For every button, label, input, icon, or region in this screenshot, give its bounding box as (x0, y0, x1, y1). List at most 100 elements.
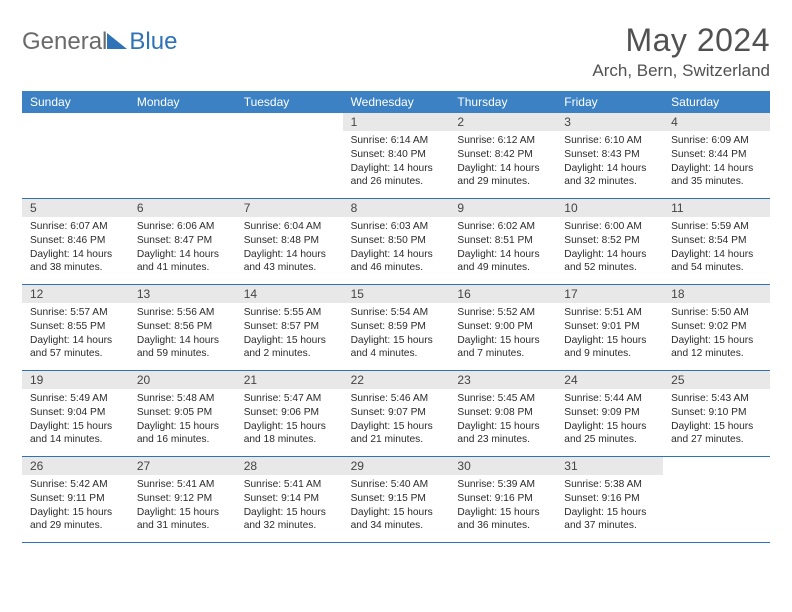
day-cell: 30Sunrise: 5:39 AMSunset: 9:16 PMDayligh… (449, 457, 556, 542)
day-line: Sunrise: 5:56 AM (137, 306, 228, 320)
day-line: Daylight: 15 hours and 25 minutes. (564, 420, 655, 448)
day-cell: 20Sunrise: 5:48 AMSunset: 9:05 PMDayligh… (129, 371, 236, 456)
day-number: 10 (556, 199, 663, 217)
day-line: Sunrise: 5:41 AM (244, 478, 335, 492)
day-line: Sunset: 8:47 PM (137, 234, 228, 248)
day-content: Sunrise: 6:14 AMSunset: 8:40 PMDaylight:… (343, 131, 450, 195)
day-content: Sunrise: 5:54 AMSunset: 8:59 PMDaylight:… (343, 303, 450, 367)
day-line: Sunrise: 5:55 AM (244, 306, 335, 320)
day-cell: 8Sunrise: 6:03 AMSunset: 8:50 PMDaylight… (343, 199, 450, 284)
day-line: Sunrise: 5:48 AM (137, 392, 228, 406)
day-line: Daylight: 15 hours and 18 minutes. (244, 420, 335, 448)
week-row: 12Sunrise: 5:57 AMSunset: 8:55 PMDayligh… (22, 285, 770, 371)
day-line: Sunrise: 5:38 AM (564, 478, 655, 492)
day-cell: 26Sunrise: 5:42 AMSunset: 9:11 PMDayligh… (22, 457, 129, 542)
day-number: 29 (343, 457, 450, 475)
day-cell: 1Sunrise: 6:14 AMSunset: 8:40 PMDaylight… (343, 113, 450, 198)
day-line: Sunrise: 6:02 AM (457, 220, 548, 234)
day-line: Sunrise: 5:49 AM (30, 392, 121, 406)
day-line: Sunset: 9:06 PM (244, 406, 335, 420)
day-line: Sunset: 8:46 PM (30, 234, 121, 248)
day-line: Daylight: 14 hours and 26 minutes. (351, 162, 442, 190)
day-line: Sunset: 9:00 PM (457, 320, 548, 334)
day-line: Sunset: 8:42 PM (457, 148, 548, 162)
day-line: Daylight: 14 hours and 49 minutes. (457, 248, 548, 276)
day-line: Sunset: 8:48 PM (244, 234, 335, 248)
day-content: Sunrise: 5:42 AMSunset: 9:11 PMDaylight:… (22, 475, 129, 539)
day-cell: 3Sunrise: 6:10 AMSunset: 8:43 PMDaylight… (556, 113, 663, 198)
day-content: Sunrise: 6:00 AMSunset: 8:52 PMDaylight:… (556, 217, 663, 281)
day-line: Sunset: 9:09 PM (564, 406, 655, 420)
day-line: Daylight: 15 hours and 36 minutes. (457, 506, 548, 534)
day-cell (663, 457, 770, 542)
day-line: Daylight: 14 hours and 43 minutes. (244, 248, 335, 276)
day-cell: 4Sunrise: 6:09 AMSunset: 8:44 PMDaylight… (663, 113, 770, 198)
day-line: Daylight: 14 hours and 32 minutes. (564, 162, 655, 190)
day-line: Daylight: 15 hours and 27 minutes. (671, 420, 762, 448)
day-number: 5 (22, 199, 129, 217)
day-line: Sunset: 9:07 PM (351, 406, 442, 420)
day-line: Daylight: 14 hours and 35 minutes. (671, 162, 762, 190)
location: Arch, Bern, Switzerland (592, 61, 770, 81)
day-cell: 14Sunrise: 5:55 AMSunset: 8:57 PMDayligh… (236, 285, 343, 370)
day-line: Sunset: 9:15 PM (351, 492, 442, 506)
day-line: Sunset: 8:55 PM (30, 320, 121, 334)
day-content: Sunrise: 5:50 AMSunset: 9:02 PMDaylight:… (663, 303, 770, 367)
day-line: Sunset: 9:08 PM (457, 406, 548, 420)
day-header: Thursday (449, 91, 556, 113)
day-content: Sunrise: 6:07 AMSunset: 8:46 PMDaylight:… (22, 217, 129, 281)
day-number: 23 (449, 371, 556, 389)
day-line: Daylight: 15 hours and 31 minutes. (137, 506, 228, 534)
day-line: Daylight: 15 hours and 14 minutes. (30, 420, 121, 448)
day-content: Sunrise: 5:40 AMSunset: 9:15 PMDaylight:… (343, 475, 450, 539)
day-line: Sunset: 8:52 PM (564, 234, 655, 248)
day-cell: 19Sunrise: 5:49 AMSunset: 9:04 PMDayligh… (22, 371, 129, 456)
day-cell: 6Sunrise: 6:06 AMSunset: 8:47 PMDaylight… (129, 199, 236, 284)
day-number: 22 (343, 371, 450, 389)
day-number: 27 (129, 457, 236, 475)
day-line: Sunrise: 5:46 AM (351, 392, 442, 406)
day-line: Daylight: 14 hours and 52 minutes. (564, 248, 655, 276)
day-line: Daylight: 14 hours and 57 minutes. (30, 334, 121, 362)
day-content: Sunrise: 5:45 AMSunset: 9:08 PMDaylight:… (449, 389, 556, 453)
day-cell: 11Sunrise: 5:59 AMSunset: 8:54 PMDayligh… (663, 199, 770, 284)
day-content: Sunrise: 5:44 AMSunset: 9:09 PMDaylight:… (556, 389, 663, 453)
day-line: Sunset: 9:02 PM (671, 320, 762, 334)
day-line: Sunrise: 6:06 AM (137, 220, 228, 234)
day-cell (22, 113, 129, 198)
day-cell: 25Sunrise: 5:43 AMSunset: 9:10 PMDayligh… (663, 371, 770, 456)
logo-text-blue: Blue (129, 28, 177, 56)
day-number: 24 (556, 371, 663, 389)
header: General Blue May 2024 Arch, Bern, Switze… (22, 22, 770, 81)
day-header: Wednesday (343, 91, 450, 113)
day-number: 11 (663, 199, 770, 217)
day-line: Sunset: 8:43 PM (564, 148, 655, 162)
day-line: Daylight: 14 hours and 38 minutes. (30, 248, 121, 276)
day-number: 1 (343, 113, 450, 131)
day-line: Sunrise: 5:40 AM (351, 478, 442, 492)
day-content: Sunrise: 5:55 AMSunset: 8:57 PMDaylight:… (236, 303, 343, 367)
day-cell: 23Sunrise: 5:45 AMSunset: 9:08 PMDayligh… (449, 371, 556, 456)
day-line: Sunset: 8:50 PM (351, 234, 442, 248)
day-number: 17 (556, 285, 663, 303)
day-line: Daylight: 15 hours and 34 minutes. (351, 506, 442, 534)
day-cell: 17Sunrise: 5:51 AMSunset: 9:01 PMDayligh… (556, 285, 663, 370)
week-row: 1Sunrise: 6:14 AMSunset: 8:40 PMDaylight… (22, 113, 770, 199)
day-line: Sunrise: 5:44 AM (564, 392, 655, 406)
day-number: 25 (663, 371, 770, 389)
day-number: 21 (236, 371, 343, 389)
logo-text-general: General (22, 28, 107, 56)
day-line: Sunset: 8:44 PM (671, 148, 762, 162)
day-number (663, 457, 770, 475)
day-line: Sunrise: 5:45 AM (457, 392, 548, 406)
day-line: Sunrise: 5:42 AM (30, 478, 121, 492)
logo: General Blue (22, 22, 177, 56)
day-number: 8 (343, 199, 450, 217)
day-cell: 15Sunrise: 5:54 AMSunset: 8:59 PMDayligh… (343, 285, 450, 370)
day-cell: 22Sunrise: 5:46 AMSunset: 9:07 PMDayligh… (343, 371, 450, 456)
day-cell: 10Sunrise: 6:00 AMSunset: 8:52 PMDayligh… (556, 199, 663, 284)
day-line: Sunset: 8:59 PM (351, 320, 442, 334)
day-content: Sunrise: 5:52 AMSunset: 9:00 PMDaylight:… (449, 303, 556, 367)
day-cell: 5Sunrise: 6:07 AMSunset: 8:46 PMDaylight… (22, 199, 129, 284)
day-content: Sunrise: 6:09 AMSunset: 8:44 PMDaylight:… (663, 131, 770, 195)
